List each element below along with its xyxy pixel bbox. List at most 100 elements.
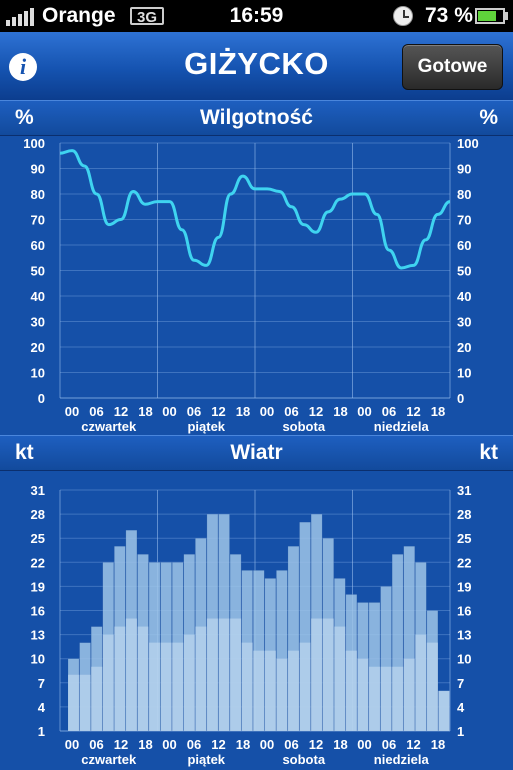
wind-mean-bar: [149, 642, 161, 731]
wind-day-label: sobota: [282, 752, 325, 767]
wind-mean-bar: [276, 658, 288, 731]
wind-hour-label: 18: [431, 737, 445, 752]
humidity-hour-label: 00: [260, 404, 274, 419]
wind-ytick-left: 1: [38, 724, 45, 739]
humidity-ytick-right: 100: [457, 136, 479, 151]
wind-mean-bar: [334, 626, 346, 731]
info-icon[interactable]: i: [9, 53, 37, 81]
humidity-ytick-right: 50: [457, 264, 471, 279]
humidity-hour-label: 12: [114, 404, 128, 419]
wind-title: Wiatr: [230, 441, 283, 464]
humidity-ytick-right: 80: [457, 187, 471, 202]
humidity-hour-label: 12: [211, 404, 225, 419]
status-time: 16:59: [229, 4, 284, 27]
wind-mean-bar: [264, 650, 276, 731]
humidity-hour-label: 12: [406, 404, 420, 419]
wind-mean-bar: [137, 626, 149, 731]
wind-mean-bar: [415, 634, 427, 731]
done-button[interactable]: Gotowe: [402, 44, 503, 90]
battery-icon: [475, 8, 505, 24]
wind-mean-bar: [172, 642, 184, 731]
wind-ytick-left: 16: [31, 604, 45, 619]
humidity-day-label: sobota: [282, 419, 325, 434]
wind-hour-label: 12: [211, 737, 225, 752]
humidity-ytick-left: 90: [31, 162, 45, 177]
wind-mean-bar: [403, 658, 415, 731]
wind-ytick-right: 16: [457, 604, 471, 619]
humidity-ytick-right: 0: [457, 391, 464, 406]
humidity-hour-label: 00: [162, 404, 176, 419]
wind-unit-right: kt: [479, 441, 498, 464]
humidity-hour-label: 18: [236, 404, 250, 419]
wind-hour-label: 06: [187, 737, 201, 752]
wind-day-label: piątek: [187, 752, 225, 767]
wind-mean-bar: [102, 634, 114, 731]
wind-mean-bar: [345, 650, 357, 731]
wind-mean-bar: [253, 650, 265, 731]
wind-mean-bar: [218, 618, 230, 731]
wind-mean-bar: [392, 666, 404, 731]
page-title: GIŻYCKO: [184, 46, 329, 81]
wind-mean-bar: [287, 650, 300, 731]
wind-ytick-right: 10: [457, 652, 471, 667]
humidity-title: Wilgotność: [200, 106, 313, 129]
wind-hour-label: 12: [309, 737, 323, 752]
wind-ytick-left: 25: [31, 531, 45, 546]
wind-mean-bar: [438, 690, 450, 731]
humidity-ytick-left: 0: [38, 391, 45, 406]
network-type-badge: 3G: [130, 7, 164, 26]
alarm-clock-icon: [393, 6, 413, 26]
humidity-header: % Wilgotność %: [0, 100, 513, 136]
wind-hour-label: 18: [333, 737, 347, 752]
wind-hour-label: 00: [65, 737, 79, 752]
wind-ytick-left: 7: [38, 676, 45, 691]
humidity-hour-label: 06: [382, 404, 396, 419]
wind-mean-bar: [114, 626, 126, 731]
humidity-unit-left: %: [15, 106, 34, 129]
humidity-ytick-left: 50: [31, 264, 45, 279]
humidity-day-label: niedziela: [374, 419, 430, 434]
wind-mean-bar: [311, 618, 323, 731]
wind-ytick-left: 10: [31, 652, 45, 667]
wind-ytick-right: 13: [457, 628, 471, 643]
wind-day-label: niedziela: [374, 752, 430, 767]
wind-mean-bar: [79, 674, 91, 731]
wind-chart: 1 1 4 4 7 7 10 10 13 13 16 16 19 19 22 22 25 25 28 28 31 31 00…: [31, 483, 472, 767]
battery-percent: 73 %: [425, 4, 473, 27]
humidity-day-label: piątek: [187, 419, 225, 434]
humidity-ytick-right: 30: [457, 315, 471, 330]
wind-day-label: czwartek: [81, 752, 137, 767]
wind-unit-left: kt: [15, 441, 34, 464]
wind-hour-label: 00: [260, 737, 274, 752]
humidity-ytick-left: 60: [31, 238, 45, 253]
humidity-day-label: czwartek: [81, 419, 137, 434]
humidity-ytick-left: 10: [31, 366, 45, 381]
humidity-ytick-right: 10: [457, 366, 471, 381]
wind-mean-bar: [368, 666, 381, 731]
wind-mean-bar: [183, 634, 195, 731]
humidity-ytick-left: 70: [31, 213, 45, 228]
humidity-hour-label: 18: [333, 404, 347, 419]
wind-ytick-left: 28: [31, 507, 45, 522]
wind-ytick-left: 4: [38, 700, 46, 715]
wind-ytick-right: 25: [457, 531, 471, 546]
wind-ytick-right: 4: [457, 700, 465, 715]
wind-mean-bar: [357, 658, 369, 731]
wind-ytick-right: 31: [457, 483, 471, 498]
humidity-ytick-left: 100: [23, 136, 45, 151]
wind-hour-label: 18: [138, 737, 152, 752]
wind-hour-label: 00: [162, 737, 176, 752]
wind-mean-bar: [299, 642, 311, 731]
humidity-hour-label: 06: [89, 404, 103, 419]
humidity-ytick-right: 40: [457, 289, 471, 304]
humidity-ytick-left: 20: [31, 340, 45, 355]
wind-hour-label: 00: [357, 737, 371, 752]
wind-mean-bar: [206, 618, 218, 731]
wind-ytick-right: 22: [457, 555, 471, 570]
wind-ytick-left: 19: [31, 579, 45, 594]
humidity-ytick-left: 40: [31, 289, 45, 304]
wind-mean-bar: [322, 618, 334, 731]
navigation-bar: i GIŻYCKO Gotowe: [0, 32, 513, 101]
status-bar: Orange 3G 16:59 73 %: [0, 0, 513, 32]
